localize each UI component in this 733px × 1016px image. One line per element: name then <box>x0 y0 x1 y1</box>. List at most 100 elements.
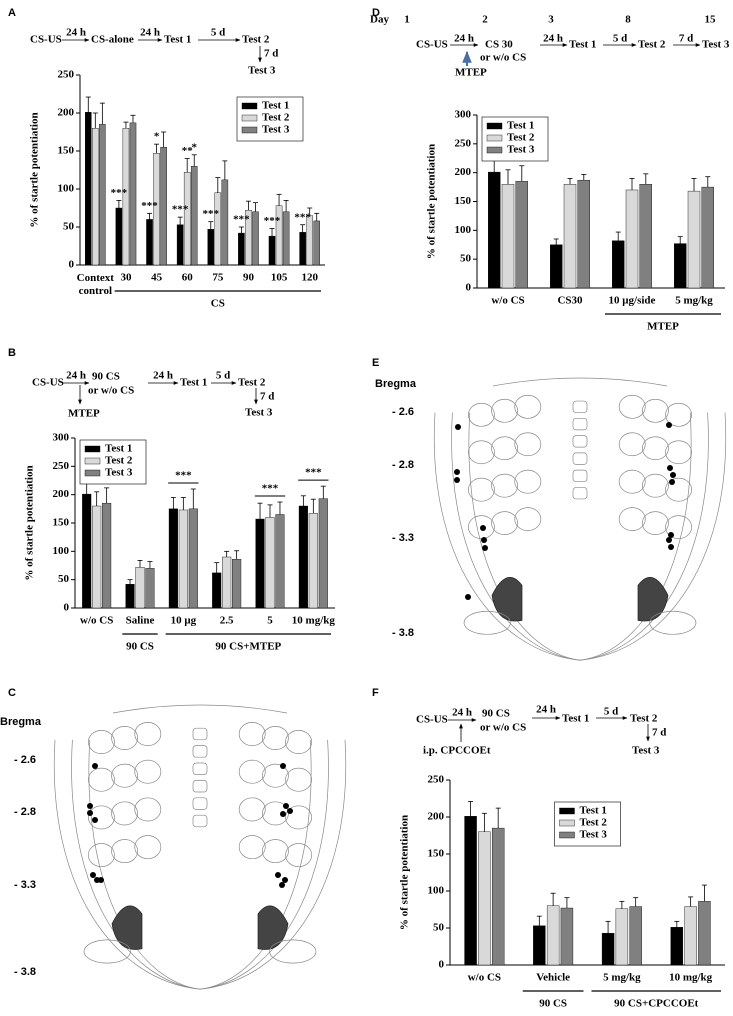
y-tick-label: 150 <box>53 517 70 529</box>
y-axis-label: % of startle potentiation <box>24 465 36 580</box>
bar <box>313 220 320 266</box>
bar <box>615 908 629 966</box>
legend-label: Test 1 <box>262 100 289 112</box>
atlas-region <box>665 477 692 502</box>
bar <box>268 235 276 266</box>
bar <box>168 508 178 609</box>
day-label: 15 <box>705 14 717 26</box>
error-bar <box>92 112 98 129</box>
bar <box>298 505 308 609</box>
timeline-note: 24 h <box>66 370 86 382</box>
atlas-outline <box>579 412 692 661</box>
error-bar <box>123 121 129 129</box>
legend-label: Test 1 <box>507 120 534 132</box>
atlas-level: - 3.3 <box>392 532 414 544</box>
y-tick-label: 250 <box>455 137 472 149</box>
panel-label: F <box>372 687 379 699</box>
atlas-region <box>665 440 692 465</box>
group-label: MTEP <box>647 321 679 333</box>
atlas-sketch <box>433 377 727 661</box>
timeline-note: 5 d <box>604 706 618 718</box>
x-tick-label: 105 <box>271 272 288 284</box>
timeline-note: 7 d <box>679 33 693 45</box>
error-bar <box>116 199 122 208</box>
error-bar <box>633 897 639 907</box>
error-bar <box>314 212 320 221</box>
day-label: 1 <box>404 14 410 26</box>
panel-label: D <box>372 7 380 19</box>
atlas-dark-region <box>637 577 669 622</box>
x-tick-label: 60 <box>182 272 194 284</box>
atlas-region <box>491 398 519 423</box>
y-tick-label: 0 <box>69 259 75 271</box>
placement-dot <box>92 817 98 823</box>
bar <box>464 816 477 966</box>
atlas-outline <box>579 412 709 661</box>
error-bar <box>615 231 621 241</box>
timeline-step: CS-US <box>416 714 448 726</box>
bar <box>546 905 560 966</box>
atlas-midline <box>572 435 588 448</box>
error-bar <box>481 812 487 832</box>
day-label: 3 <box>548 14 554 26</box>
y-tick-label: 0 <box>466 282 472 294</box>
placement-dot <box>668 544 674 550</box>
legend-swatch <box>84 445 101 453</box>
bar <box>92 127 99 266</box>
placement-dot <box>454 469 460 475</box>
atlas-region <box>134 797 162 822</box>
y-tick-label: 300 <box>53 432 70 444</box>
timeline-note: 24 h <box>543 33 563 45</box>
y-tick-label: 50 <box>460 253 472 265</box>
bar <box>190 165 198 266</box>
error-bar <box>674 920 680 928</box>
legend-swatch <box>84 457 101 465</box>
y-tick-label: 50 <box>433 922 445 934</box>
y-tick-label: 250 <box>428 774 445 786</box>
group-label: 90 CS+MTEP <box>215 641 281 653</box>
atlas-region <box>649 610 697 635</box>
timeline-note: 24 h <box>153 370 173 382</box>
placement-dot <box>90 872 96 878</box>
panel-label: C <box>8 687 16 699</box>
timeline-note: 24 h <box>452 707 472 719</box>
atlas-region <box>285 767 313 792</box>
legend-label: Test 2 <box>580 817 608 829</box>
atlas-outline <box>199 739 312 990</box>
error-bar <box>190 488 196 509</box>
placement-dot <box>280 811 286 817</box>
timeline-step: or w/o CS <box>480 52 526 64</box>
error-bar <box>643 173 649 185</box>
error-bar <box>300 224 306 233</box>
bar <box>698 901 711 966</box>
bar <box>212 572 222 609</box>
y-axis-label: % of startle potentiation <box>399 815 411 930</box>
bar <box>183 172 191 266</box>
bar <box>670 927 684 966</box>
legend-swatch <box>486 122 503 130</box>
placement-dot <box>482 545 488 551</box>
atlas-region <box>468 402 495 427</box>
atlas-region <box>618 394 646 419</box>
bar <box>488 171 501 289</box>
x-tick-label: 75 <box>212 272 224 284</box>
day-label: 2 <box>482 14 488 26</box>
legend-label: Test 3 <box>105 467 133 479</box>
x-tick-label: 10 mg/kg <box>292 615 336 627</box>
placement-dot <box>670 472 676 478</box>
bar <box>701 186 714 289</box>
bar <box>115 207 123 266</box>
timeline-step: Test 1 <box>180 377 207 389</box>
bar <box>674 243 687 289</box>
bar <box>501 183 515 289</box>
timeline-step: CS-US <box>32 377 64 389</box>
placement-dot <box>92 763 98 769</box>
y-tick-label: 200 <box>58 107 75 119</box>
placement-dot <box>480 525 486 531</box>
legend-label: Test 2 <box>507 132 535 144</box>
atlas-dark-region <box>111 905 143 950</box>
timeline-step: Test 1 <box>164 34 191 46</box>
atlas-region <box>87 767 115 792</box>
bar <box>550 244 563 289</box>
atlas-region <box>134 835 162 860</box>
